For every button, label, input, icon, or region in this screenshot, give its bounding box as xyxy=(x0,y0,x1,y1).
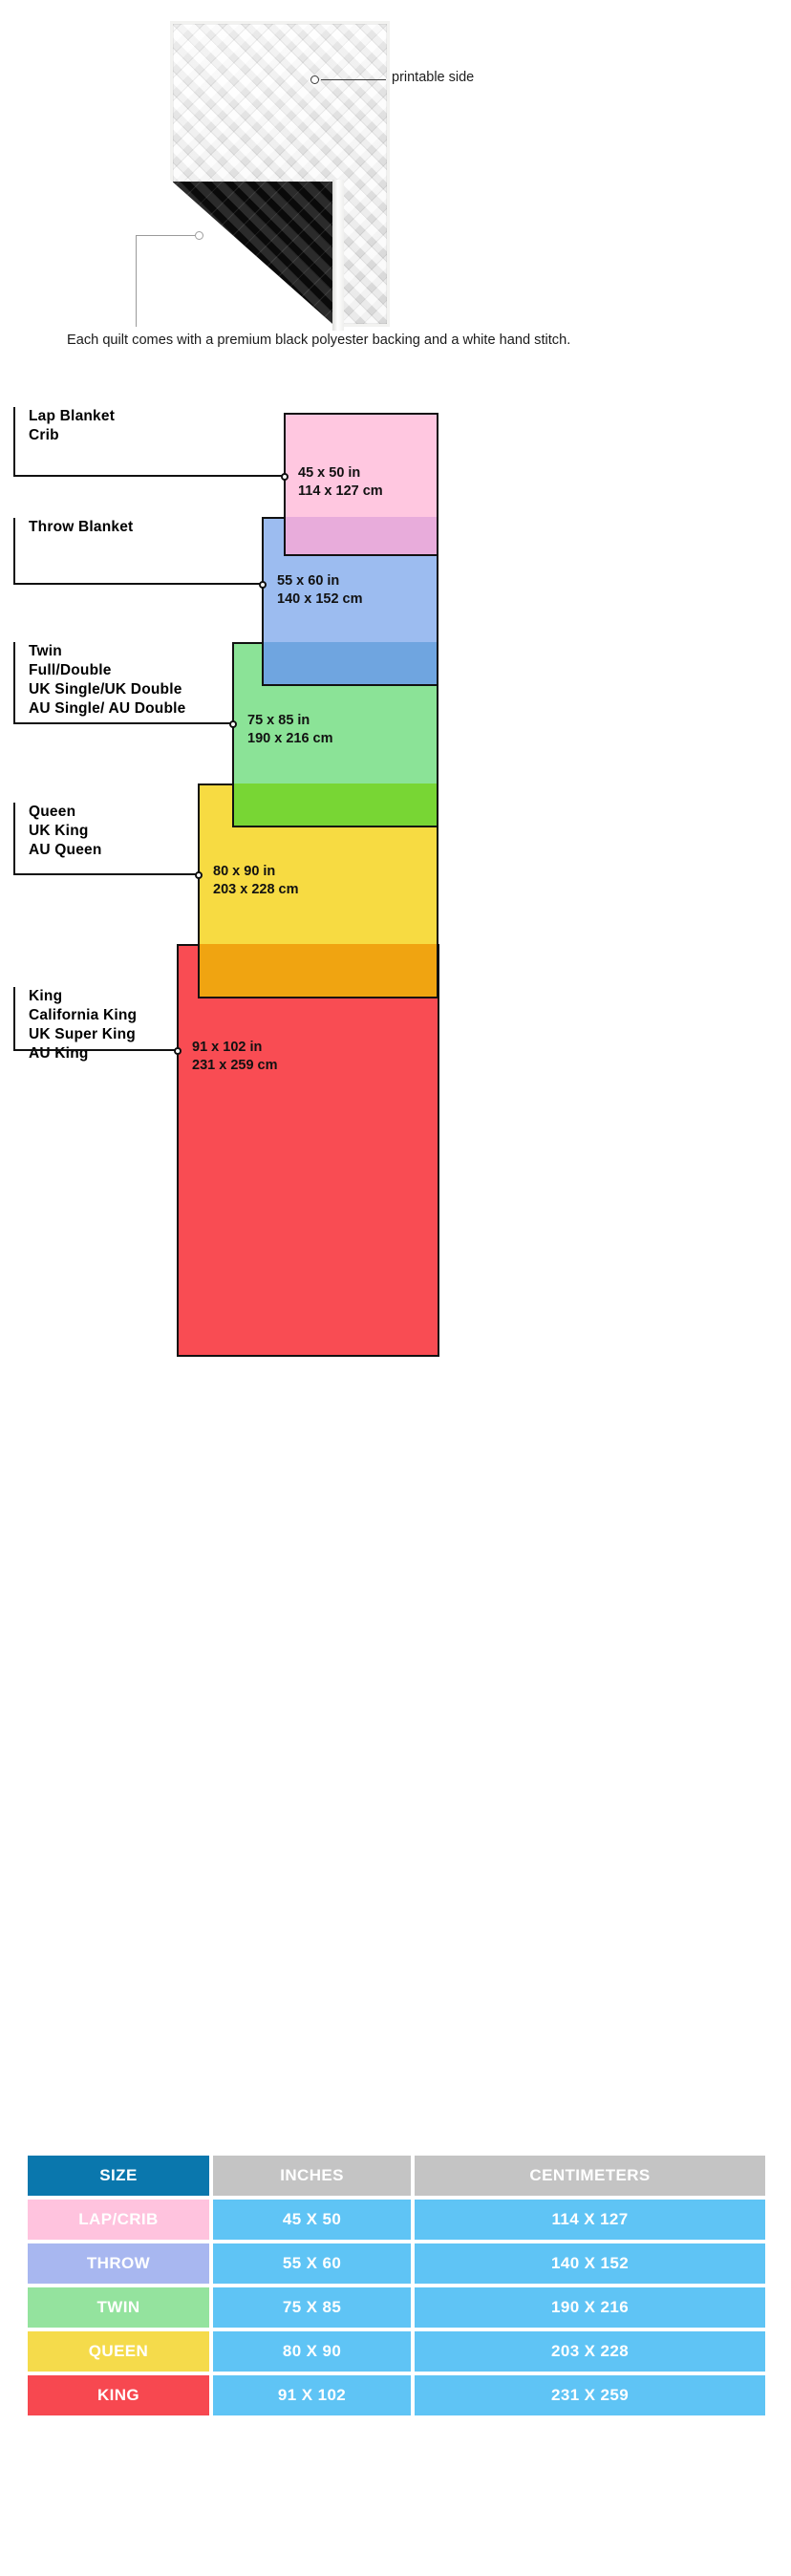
size-leader-lap-crib xyxy=(13,407,286,477)
size-rect-twin-overlap xyxy=(232,784,438,827)
size-leader-king xyxy=(13,987,179,1051)
table-cell-size: QUEEN xyxy=(28,2331,209,2372)
size-table: SIZE INCHES CENTIMETERS LAP/CRIB 45 X 50… xyxy=(24,2152,769,2419)
size-dimension-queen: 80 x 90 in 203 x 228 cm xyxy=(213,864,299,898)
table-cell-centimeters: 231 X 259 xyxy=(415,2375,765,2415)
size-rect-king xyxy=(177,944,439,1357)
size-label-queen: Queen UK King AU Queen xyxy=(29,804,102,859)
size-leader-dot-lap-crib xyxy=(281,473,289,481)
size-leader-dot-throw xyxy=(259,581,267,589)
size-rect-throw-overlap xyxy=(262,642,438,686)
table-cell-centimeters: 114 X 127 xyxy=(415,2200,765,2240)
table-row: TWIN 75 X 85 190 X 216 xyxy=(28,2287,765,2328)
size-dimension-throw: 55 x 60 in 140 x 152 cm xyxy=(277,573,363,608)
table-cell-size: TWIN xyxy=(28,2287,209,2328)
size-label-twin: Twin Full/Double UK Single/UK Double AU … xyxy=(29,643,186,718)
size-dimension-lap-crib: 45 x 50 in 114 x 127 cm xyxy=(298,465,383,500)
size-leader-queen xyxy=(13,803,200,875)
table-cell-inches: 75 X 85 xyxy=(213,2287,412,2328)
backing-leader-line-horizontal xyxy=(136,235,195,236)
table-cell-size: LAP/CRIB xyxy=(28,2200,209,2240)
table-cell-inches: 91 X 102 xyxy=(213,2375,412,2415)
table-cell-centimeters: 190 X 216 xyxy=(415,2287,765,2328)
printable-side-label: printable side xyxy=(392,70,475,85)
product-illustration: printable side Each quilt comes with a p… xyxy=(0,0,791,382)
size-leader-dot-queen xyxy=(195,871,203,879)
table-cell-inches: 55 X 60 xyxy=(213,2243,412,2284)
size-dimension-twin: 75 x 85 in 190 x 216 cm xyxy=(247,713,333,747)
table-header-size: SIZE xyxy=(28,2156,209,2196)
size-label-king: King California King UK Super King AU Ki… xyxy=(29,988,138,1063)
size-comparison-diagram: Lap Blanket Crib 45 x 50 in 114 x 127 cm… xyxy=(0,392,791,2121)
table-row: THROW 55 X 60 140 X 152 xyxy=(28,2243,765,2284)
quilt-image xyxy=(170,21,390,331)
quilt-fold-binding xyxy=(332,180,344,331)
table-cell-inches: 45 X 50 xyxy=(213,2200,412,2240)
quilt-caption-text: Each quilt comes with a premium black po… xyxy=(67,333,571,348)
size-rect-lap-crib-overlap xyxy=(284,517,438,556)
table-cell-inches: 80 X 90 xyxy=(213,2331,412,2372)
table-cell-centimeters: 203 X 228 xyxy=(415,2331,765,2372)
size-leader-dot-king xyxy=(174,1047,182,1055)
table-header-row: SIZE INCHES CENTIMETERS xyxy=(28,2156,765,2196)
size-leader-dot-twin xyxy=(229,720,237,728)
table-cell-size: THROW xyxy=(28,2243,209,2284)
size-leader-twin xyxy=(13,642,234,724)
size-leader-throw xyxy=(13,518,264,585)
table-row: QUEEN 80 X 90 203 X 228 xyxy=(28,2331,765,2372)
printable-side-marker-dot xyxy=(310,75,319,84)
size-label-throw: Throw Blanket xyxy=(29,519,134,535)
table-header-centimeters: CENTIMETERS xyxy=(415,2156,765,2196)
size-rect-queen-overlap xyxy=(198,944,438,998)
size-label-lap-crib: Lap Blanket Crib xyxy=(29,408,116,444)
table-cell-size: KING xyxy=(28,2375,209,2415)
printable-side-leader-line xyxy=(321,79,386,80)
backing-leader-line-vertical xyxy=(136,235,137,327)
size-dimension-king: 91 x 102 in 231 x 259 cm xyxy=(192,1040,278,1074)
backing-marker-dot xyxy=(195,231,203,240)
table-row: LAP/CRIB 45 X 50 114 X 127 xyxy=(28,2200,765,2240)
table-row: KING 91 X 102 231 X 259 xyxy=(28,2375,765,2415)
size-rect-lap-crib xyxy=(284,413,438,517)
table-cell-centimeters: 140 X 152 xyxy=(415,2243,765,2284)
table-header-inches: INCHES xyxy=(213,2156,412,2196)
